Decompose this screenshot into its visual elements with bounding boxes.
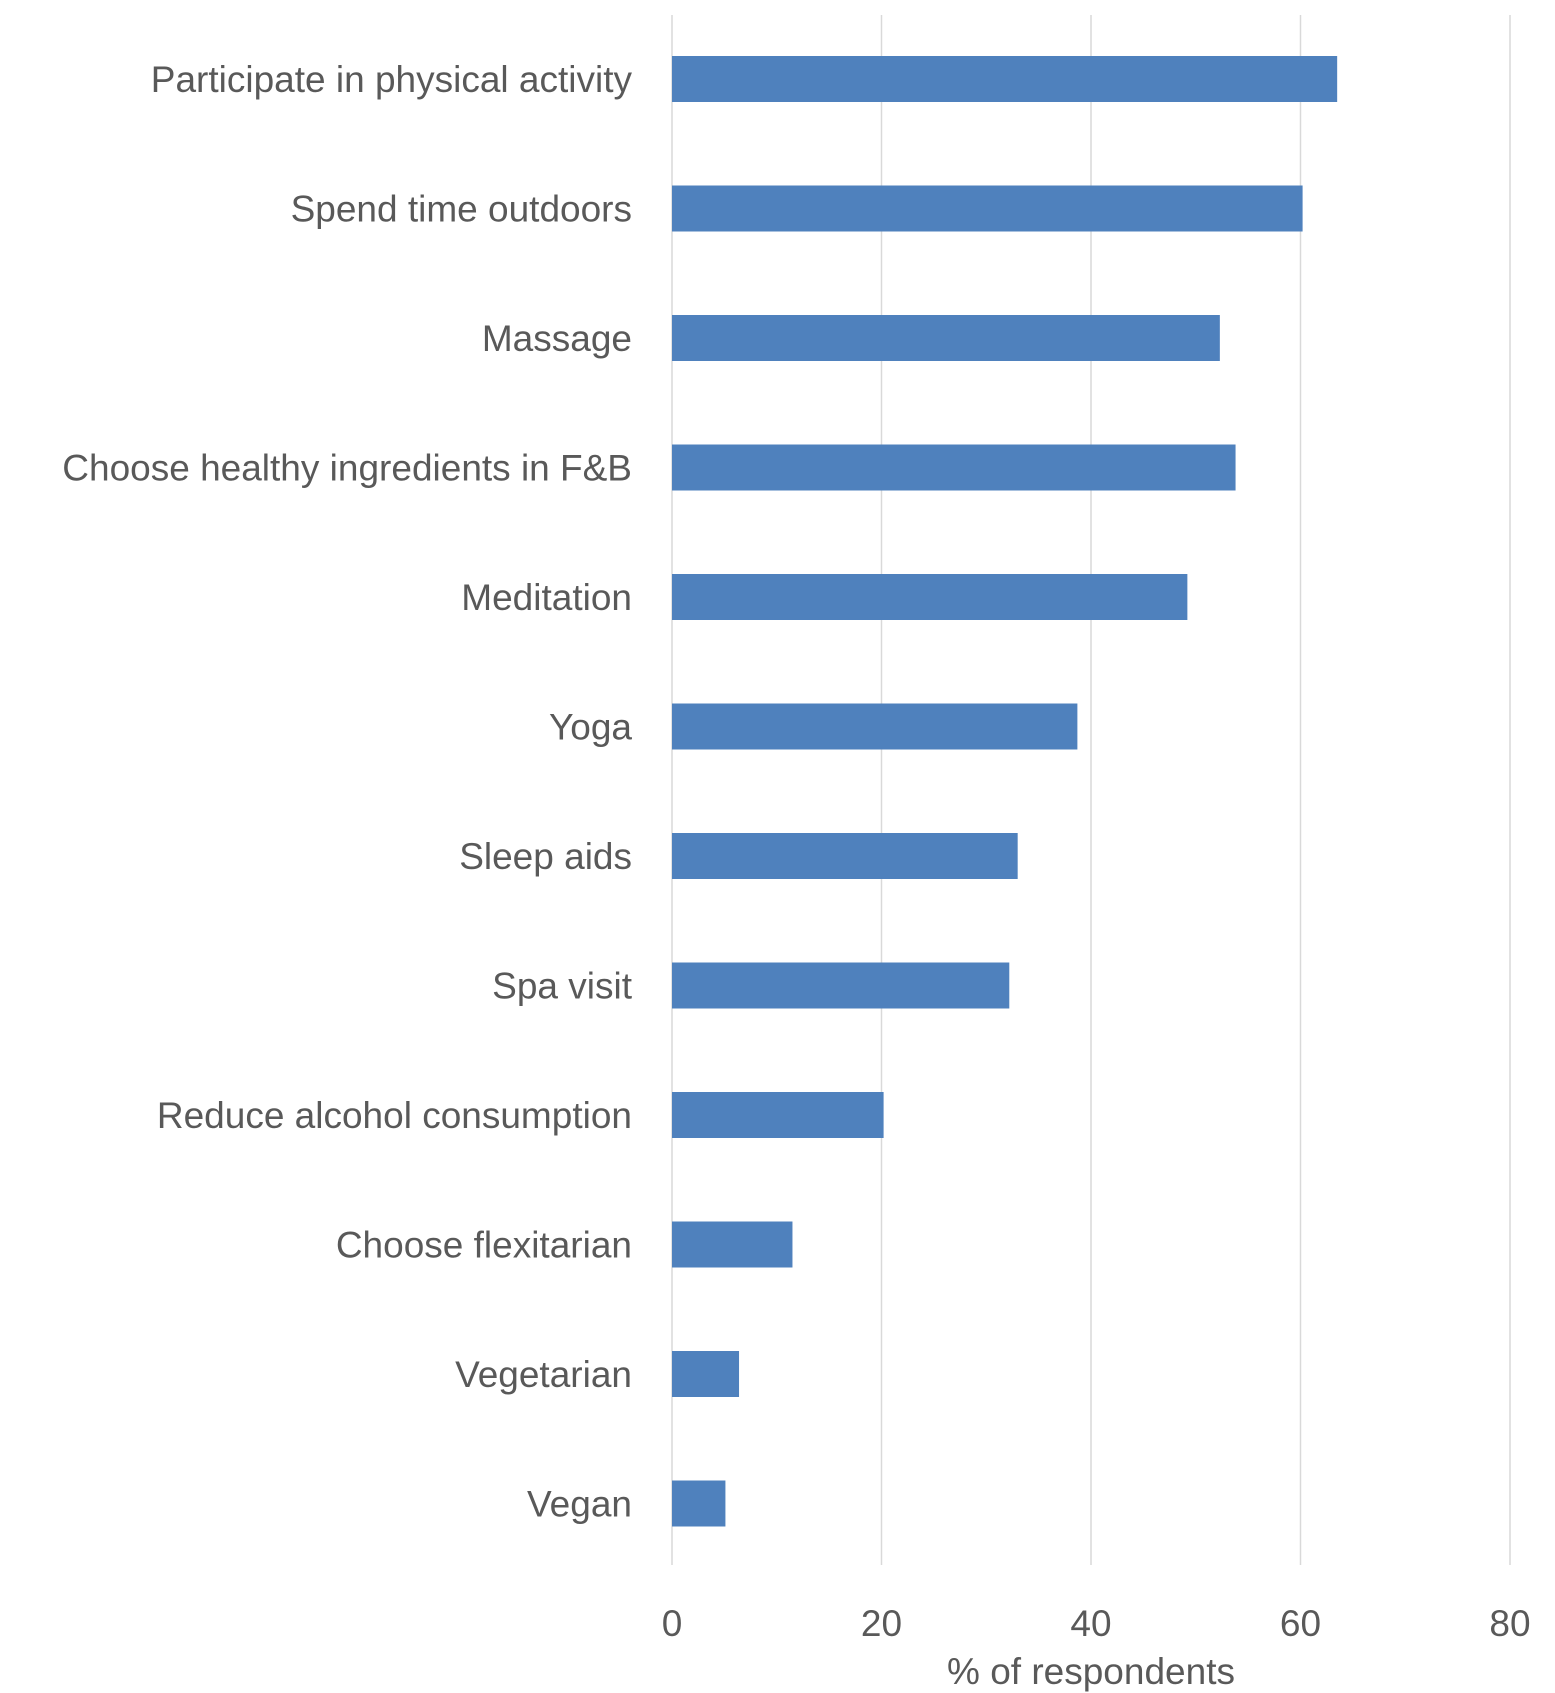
x-tick-label: 80 [1489, 1603, 1530, 1644]
bar [672, 1221, 793, 1268]
bar [672, 444, 1236, 491]
bar [672, 1351, 740, 1397]
x-tick-label: 60 [1280, 1603, 1321, 1644]
bar [672, 1092, 884, 1138]
bar [672, 574, 1188, 620]
category-label: Spa visit [492, 966, 633, 1007]
category-label: Reduce alcohol consumption [157, 1095, 632, 1136]
x-tick-label: 20 [861, 1603, 902, 1644]
bars [672, 56, 1338, 1527]
category-label: Meditation [461, 577, 632, 618]
x-axis-title: % of respondents [947, 1651, 1235, 1692]
x-tick-label: 40 [1070, 1603, 1111, 1644]
category-labels: Participate in physical activity Spend ti… [62, 59, 632, 1525]
category-label: Yoga [549, 707, 632, 748]
category-label: Participate in physical activity [151, 59, 633, 100]
x-tick-labels: 0 20 40 60 80 [662, 1603, 1531, 1644]
bar [672, 1480, 726, 1527]
category-label: Choose healthy ingredients in F&B [62, 448, 632, 489]
bar [672, 962, 1010, 1009]
category-label: Vegetarian [455, 1354, 632, 1395]
category-label: Choose flexitarian [336, 1225, 632, 1266]
x-tick-label: 0 [662, 1603, 683, 1644]
bar [672, 833, 1018, 879]
category-label: Sleep aids [459, 836, 632, 877]
bar [672, 185, 1303, 232]
category-label: Spend time outdoors [291, 189, 632, 230]
category-label: Vegan [527, 1484, 632, 1525]
bar [672, 56, 1338, 102]
category-label: Massage [482, 318, 632, 359]
bar [672, 703, 1078, 750]
gridlines [671, 15, 1511, 1565]
bar [672, 315, 1220, 361]
